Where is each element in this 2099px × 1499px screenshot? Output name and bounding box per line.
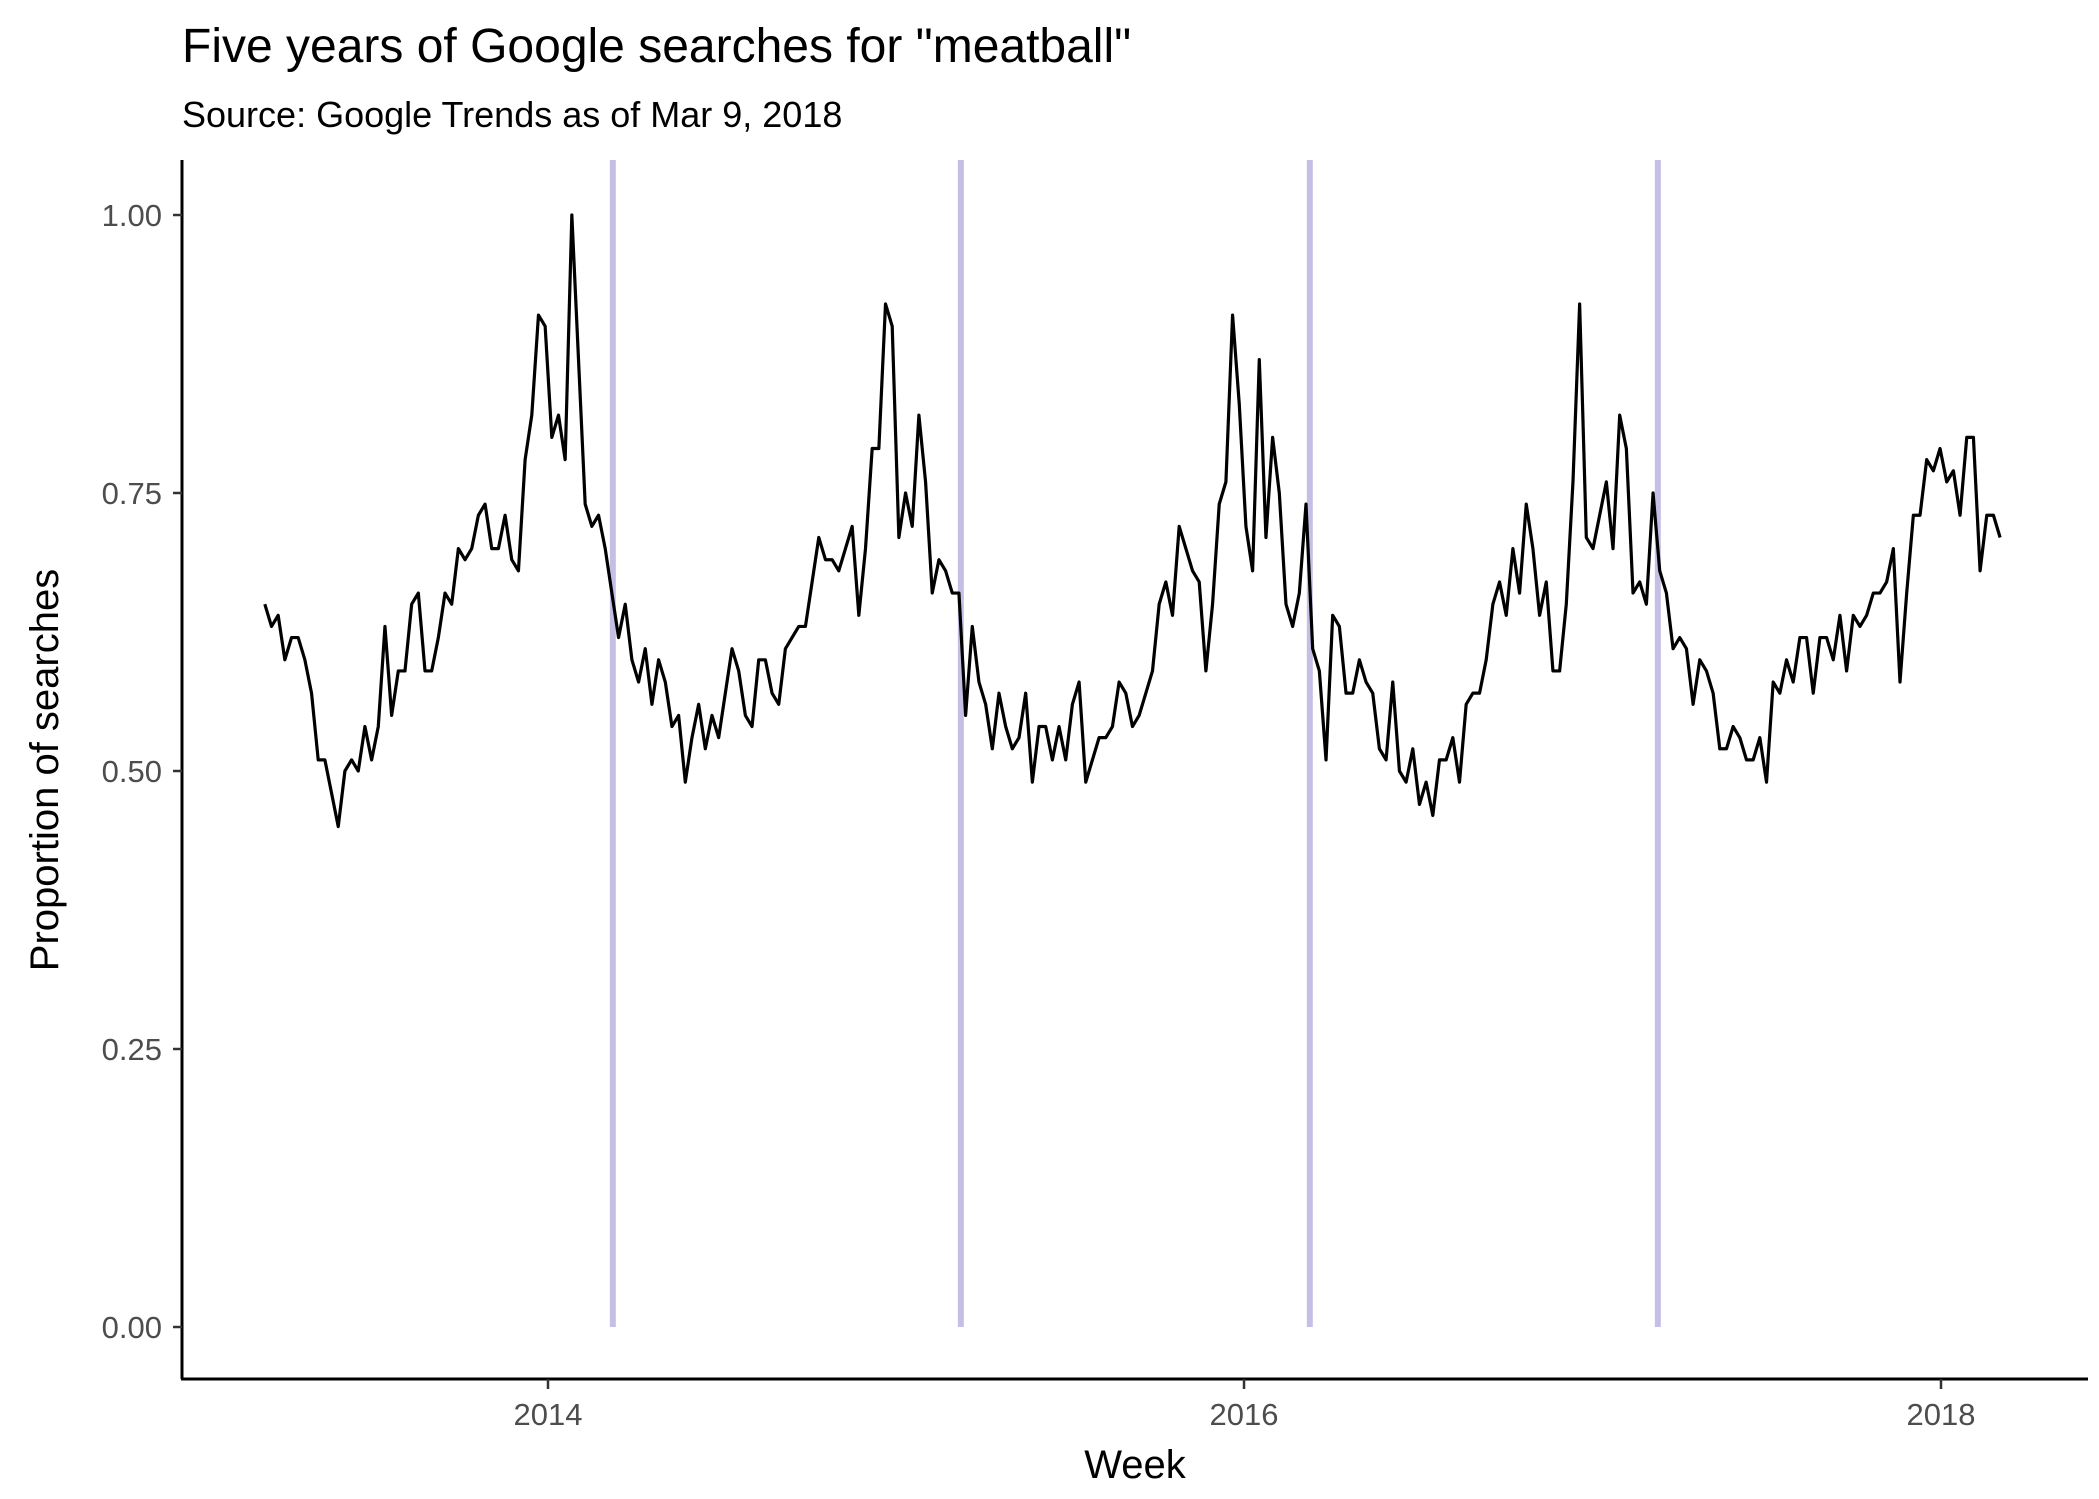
reference-lines xyxy=(609,160,1661,1327)
y-tick-label: 1.00 xyxy=(102,198,162,233)
y-tick-label: 0.25 xyxy=(102,1032,162,1067)
x-axis-title: Week xyxy=(1084,1443,1187,1487)
x-tick-label: 2018 xyxy=(1907,1397,1976,1432)
y-axis-title: Proportion of searches xyxy=(23,569,67,971)
y-tick-label: 0.50 xyxy=(102,754,162,789)
y-tick-label: 0.00 xyxy=(102,1310,162,1345)
series-line xyxy=(263,213,2002,829)
y-axis-ticks: 0.00 0.25 0.50 0.75 1.00 xyxy=(102,198,182,1345)
x-tick-label: 2014 xyxy=(514,1397,583,1432)
chart-subtitle: Source: Google Trends as of Mar 9, 2018 xyxy=(182,94,842,135)
x-tick-label: 2016 xyxy=(1210,1397,1279,1432)
y-tick-label: 0.75 xyxy=(102,476,162,511)
chart-title: Five years of Google searches for "meatb… xyxy=(182,20,1131,73)
plot-area xyxy=(263,213,2002,829)
x-axis-ticks: 2014 2016 2018 xyxy=(514,1379,1976,1432)
